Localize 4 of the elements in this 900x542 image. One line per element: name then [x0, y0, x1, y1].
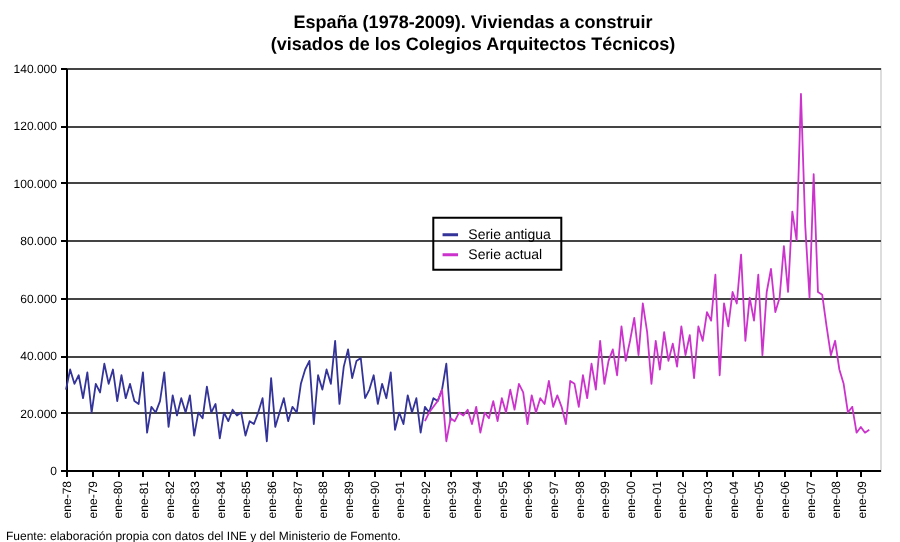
line-series [65, 339, 452, 443]
text: España (1978-2009). Viviendas a construir [293, 12, 653, 32]
line-series [424, 92, 871, 443]
text: (visados de los Colegios Arquitectos Técnicos) [270, 34, 676, 54]
